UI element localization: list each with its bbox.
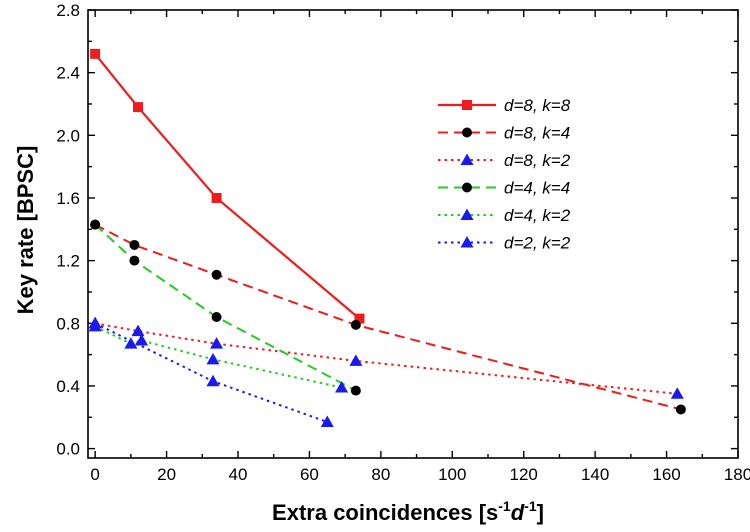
data-point <box>90 219 101 230</box>
data-point <box>129 239 140 250</box>
y-tick-label: 2.0 <box>56 126 80 145</box>
series-2 <box>90 219 686 415</box>
series-1 <box>90 48 365 324</box>
axes-layer: 0 20 40 60 80 100 120 140 160 180 0.0 0.4 0.8 1.2 1.6 2… <box>56 1 750 484</box>
data-point <box>206 374 220 387</box>
data-point <box>131 324 145 337</box>
series-line <box>94 53 361 320</box>
legend-marker <box>462 100 472 110</box>
data-point <box>133 102 143 113</box>
series-4 <box>90 219 361 396</box>
data-point <box>90 48 101 59</box>
x-tick-label: 60 <box>300 465 319 484</box>
legend-label: d=8, k=8 <box>504 96 571 115</box>
data-point <box>88 316 102 329</box>
x-tick-label: 140 <box>581 465 609 484</box>
legend-item: d=8, k=8 <box>438 96 571 115</box>
legend-item: d=4, k=4 <box>438 179 570 198</box>
series-6 <box>88 316 334 427</box>
plot-frame <box>87 9 739 459</box>
x-tick-label: 20 <box>157 465 176 484</box>
data-point <box>350 319 361 330</box>
data-point <box>349 354 363 366</box>
x-axis-title-sup1: -1 <box>498 498 511 514</box>
x-tick-label: 160 <box>652 465 680 484</box>
data-point <box>211 269 222 280</box>
y-tick-label: 1.2 <box>56 252 80 271</box>
data-point <box>206 352 220 365</box>
data-point <box>211 192 222 203</box>
legend-marker <box>462 182 472 193</box>
x-axis-title-main: Extra coincidences [s <box>272 500 498 525</box>
x-axis-title-sup2: -1 <box>524 498 537 514</box>
legend-item: d=2, k=2 <box>438 234 571 253</box>
legend-label: d=2, k=2 <box>504 234 571 253</box>
series-line <box>94 223 357 392</box>
legend-label: d=4, k=2 <box>504 206 571 225</box>
data-point <box>670 387 684 399</box>
legend-marker <box>460 236 474 248</box>
legend-label: d=4, k=4 <box>504 179 570 198</box>
x-axis-title: Extra coincidences [s-1d-1] <box>272 498 544 525</box>
data-point <box>675 404 686 415</box>
y-tick-label: 1.6 <box>56 189 80 208</box>
x-tick-label: 100 <box>438 465 466 484</box>
data-point <box>124 337 138 349</box>
series-line <box>94 325 342 389</box>
series-3 <box>88 316 684 399</box>
x-tick-label: 180 <box>724 465 750 484</box>
data-point <box>135 334 149 346</box>
series-layer <box>88 48 686 427</box>
data-point <box>210 337 224 349</box>
data-point <box>350 385 361 396</box>
y-axis-title: Key rate [BPSC] <box>13 146 38 315</box>
legend-label: d=8, k=4 <box>504 124 570 143</box>
x-axis-title-mid: d <box>511 500 525 525</box>
x-tick-label: 40 <box>229 465 248 484</box>
y-tick-label: 0.8 <box>56 314 80 333</box>
y-tick-label: 2.4 <box>56 64 80 83</box>
series-line <box>94 223 682 411</box>
data-point <box>211 312 222 323</box>
legend-marker <box>460 153 474 165</box>
series-line <box>94 322 678 395</box>
legend-item: d=8, k=2 <box>438 151 571 170</box>
legend-item: d=8, k=4 <box>438 124 570 143</box>
legend-label: d=8, k=2 <box>504 151 571 170</box>
x-axis-title-end: ] <box>537 500 544 525</box>
y-tick-label: 2.8 <box>56 1 80 20</box>
legend-marker <box>460 208 474 220</box>
x-tick-label: 80 <box>371 465 390 484</box>
data-point <box>129 255 140 266</box>
x-tick-label: 120 <box>510 465 538 484</box>
data-point <box>354 313 365 324</box>
x-tick-label: 0 <box>90 465 99 484</box>
legend-marker <box>462 127 472 138</box>
y-tick-label: 0.4 <box>56 377 80 396</box>
legend-item: d=4, k=2 <box>438 206 571 225</box>
data-point <box>320 415 334 427</box>
y-tick-label: 0.0 <box>56 440 80 459</box>
series-5 <box>88 319 349 393</box>
series-line <box>94 322 328 423</box>
legend: d=8, k=8 d=8, k=4 d=8, k=2 d=4, k=4 d=4, k=2… <box>438 96 571 253</box>
data-point <box>335 381 349 393</box>
